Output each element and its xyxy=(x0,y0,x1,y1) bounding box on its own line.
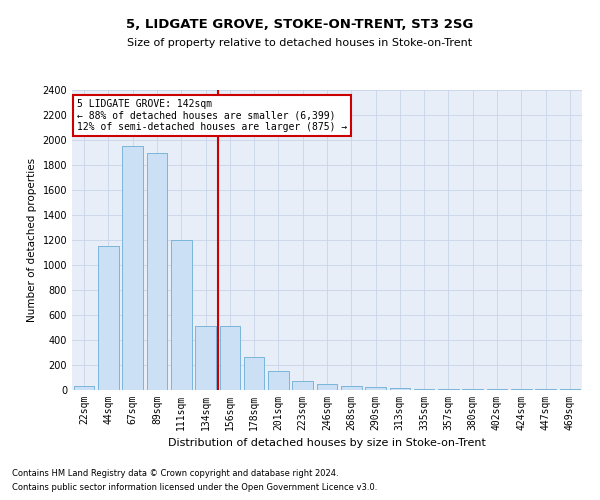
Text: 5 LIDGATE GROVE: 142sqm
← 88% of detached houses are smaller (6,399)
12% of semi: 5 LIDGATE GROVE: 142sqm ← 88% of detache… xyxy=(77,99,347,132)
X-axis label: Distribution of detached houses by size in Stoke-on-Trent: Distribution of detached houses by size … xyxy=(168,438,486,448)
Bar xyxy=(195,326,216,390)
Bar xyxy=(292,381,313,390)
Bar xyxy=(98,246,119,390)
Text: Size of property relative to detached houses in Stoke-on-Trent: Size of property relative to detached ho… xyxy=(127,38,473,48)
Y-axis label: Number of detached properties: Number of detached properties xyxy=(27,158,37,322)
Bar xyxy=(438,389,459,390)
Bar xyxy=(122,146,143,390)
Text: 5, LIDGATE GROVE, STOKE-ON-TRENT, ST3 2SG: 5, LIDGATE GROVE, STOKE-ON-TRENT, ST3 2S… xyxy=(127,18,473,30)
Bar xyxy=(389,388,410,390)
Text: Contains public sector information licensed under the Open Government Licence v3: Contains public sector information licen… xyxy=(12,484,377,492)
Bar xyxy=(74,386,94,390)
Bar xyxy=(146,152,167,390)
Bar xyxy=(414,389,434,390)
Bar xyxy=(244,357,265,390)
Bar xyxy=(341,386,362,390)
Bar xyxy=(171,240,191,390)
Bar xyxy=(365,387,386,390)
Text: Contains HM Land Registry data © Crown copyright and database right 2024.: Contains HM Land Registry data © Crown c… xyxy=(12,468,338,477)
Bar xyxy=(317,384,337,390)
Bar xyxy=(220,326,240,390)
Bar xyxy=(268,371,289,390)
